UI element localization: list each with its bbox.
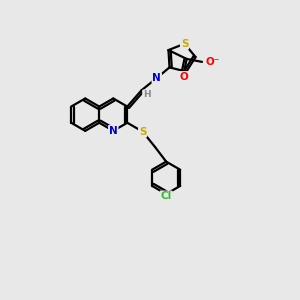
Text: N: N	[152, 73, 161, 83]
Text: O: O	[179, 72, 188, 82]
Text: S: S	[181, 39, 188, 49]
Text: N: N	[109, 126, 118, 136]
Text: O⁻: O⁻	[206, 57, 220, 67]
Text: S: S	[139, 127, 146, 136]
Text: Cl: Cl	[160, 191, 172, 201]
Text: H: H	[143, 90, 151, 99]
